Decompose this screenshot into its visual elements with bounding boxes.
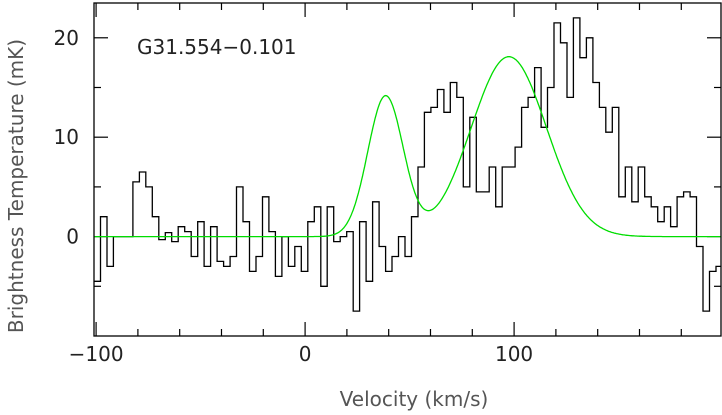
- y-axis-label: Brightness Temperature (mK): [4, 39, 28, 333]
- chart-title: G31.554−0.101: [137, 35, 297, 59]
- observed-spectrum-line: [94, 17, 721, 312]
- x-axis-label: Velocity (km/s): [340, 387, 489, 411]
- x-tick-label: 100: [495, 342, 533, 366]
- plot-frame: [93, 2, 722, 337]
- y-tick-label: 0: [66, 225, 79, 249]
- y-tick-label: 10: [54, 125, 79, 149]
- x-tick-label: 0: [299, 342, 312, 366]
- y-tick-labels: 0 10 20: [54, 26, 79, 249]
- x-tick-label: −100: [69, 342, 124, 366]
- y-tick-label: 20: [54, 26, 79, 50]
- gaussian-fit-line: [94, 56, 721, 238]
- x-tick-labels: −100 0 100: [69, 342, 534, 366]
